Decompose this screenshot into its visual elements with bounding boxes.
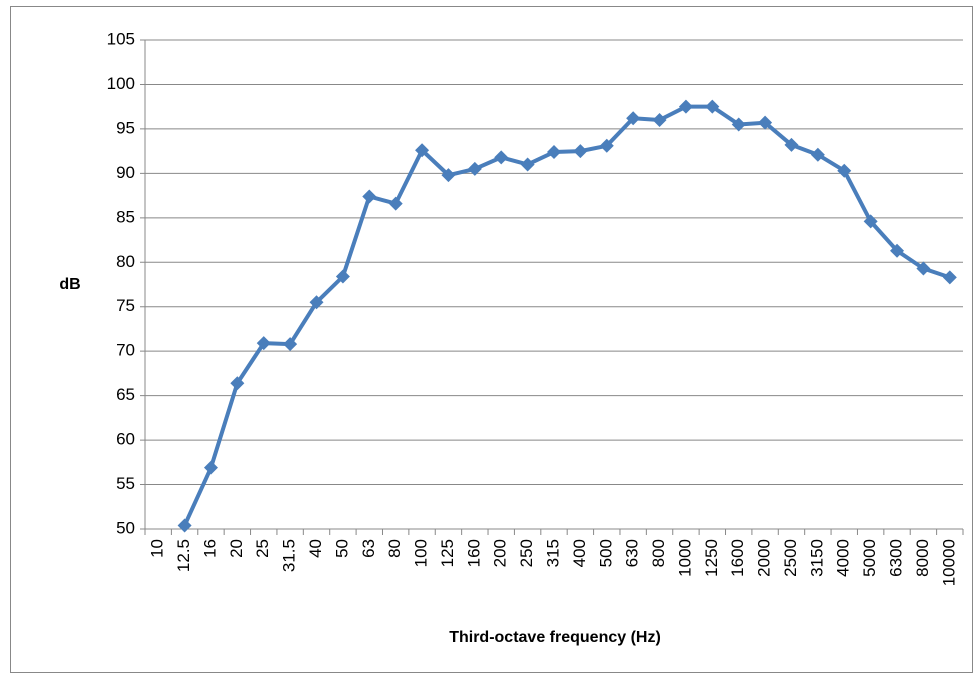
point-marker bbox=[652, 113, 667, 128]
point-marker bbox=[494, 150, 509, 165]
x-tick-label: 3150 bbox=[807, 539, 826, 577]
y-tick-label: 65 bbox=[116, 385, 135, 404]
x-tick-label: 4000 bbox=[834, 539, 853, 577]
point-marker bbox=[177, 518, 192, 533]
y-tick-label: 55 bbox=[116, 474, 135, 493]
x-tick-label: 12.5 bbox=[174, 539, 193, 572]
point-marker bbox=[942, 270, 957, 285]
x-tick-label: 50 bbox=[332, 539, 351, 558]
point-marker bbox=[810, 147, 825, 162]
x-tick-label: 315 bbox=[543, 539, 562, 567]
y-tick-label: 80 bbox=[116, 252, 135, 271]
y-tick-label: 90 bbox=[116, 163, 135, 182]
x-tick-label: 500 bbox=[596, 539, 615, 567]
x-tick-label: 31.5 bbox=[280, 539, 299, 572]
point-marker bbox=[230, 376, 245, 391]
point-marker bbox=[441, 168, 456, 183]
point-marker bbox=[467, 161, 482, 176]
y-tick-label: 60 bbox=[116, 430, 135, 449]
x-tick-label: 100 bbox=[412, 539, 431, 567]
point-marker bbox=[388, 196, 403, 211]
point-marker bbox=[309, 295, 324, 310]
series-line bbox=[182, 104, 951, 527]
x-tick-label: 1000 bbox=[675, 539, 694, 577]
x-tick-label: 6300 bbox=[887, 539, 906, 577]
point-marker bbox=[890, 243, 905, 258]
x-tick-label: 80 bbox=[385, 539, 404, 558]
y-tick-label: 100 bbox=[107, 74, 135, 93]
y-tick-label: 85 bbox=[116, 207, 135, 226]
point-marker bbox=[599, 138, 614, 153]
x-tick-label: 10000 bbox=[939, 539, 958, 586]
x-tick-label: 8000 bbox=[913, 539, 932, 577]
x-tick-label: 25 bbox=[253, 539, 272, 558]
y-tick-label: 75 bbox=[116, 296, 135, 315]
point-marker bbox=[678, 99, 693, 114]
point-marker bbox=[203, 460, 218, 475]
point-marker bbox=[863, 214, 878, 229]
point-marker bbox=[415, 143, 430, 158]
chart-border bbox=[10, 6, 973, 673]
point-marker bbox=[758, 115, 773, 130]
x-tick-label: 40 bbox=[306, 539, 325, 558]
y-tick-label: 95 bbox=[116, 118, 135, 137]
x-tick-label: 125 bbox=[438, 539, 457, 567]
x-tick-label: 63 bbox=[359, 539, 378, 558]
y-tick-label: 50 bbox=[116, 518, 135, 537]
x-tick-label: 200 bbox=[491, 539, 510, 567]
x-tick-label: 2500 bbox=[781, 539, 800, 577]
x-tick-label: 10 bbox=[148, 539, 167, 558]
point-marker bbox=[256, 336, 271, 351]
point-marker bbox=[705, 99, 720, 114]
x-tick-label: 160 bbox=[464, 539, 483, 567]
x-tick-label: 2000 bbox=[755, 539, 774, 577]
point-marker bbox=[520, 157, 535, 172]
x-tick-label: 16 bbox=[200, 539, 219, 558]
x-tick-label: 1250 bbox=[702, 539, 721, 577]
point-marker bbox=[573, 144, 588, 159]
x-tick-label: 400 bbox=[570, 539, 589, 567]
x-tick-label: 630 bbox=[623, 539, 642, 567]
y-axis-title: dB bbox=[59, 276, 80, 293]
point-marker bbox=[547, 145, 561, 160]
x-tick-label: 1600 bbox=[728, 539, 747, 577]
point-marker bbox=[916, 261, 931, 276]
point-marker bbox=[837, 163, 852, 178]
point-marker bbox=[784, 137, 799, 152]
point-marker bbox=[362, 189, 377, 204]
x-tick-label: 800 bbox=[649, 539, 668, 567]
x-tick-label: 20 bbox=[227, 539, 246, 558]
point-marker bbox=[626, 111, 641, 126]
x-tick-label: 250 bbox=[517, 539, 536, 567]
y-tick-label: 70 bbox=[116, 341, 135, 360]
x-axis-title: Third-octave frequency (Hz) bbox=[449, 629, 661, 646]
y-tick-label: 105 bbox=[107, 29, 135, 48]
point-marker bbox=[335, 269, 350, 284]
x-tick-label: 5000 bbox=[860, 539, 879, 577]
point-marker bbox=[283, 337, 298, 352]
point-marker bbox=[731, 117, 746, 132]
